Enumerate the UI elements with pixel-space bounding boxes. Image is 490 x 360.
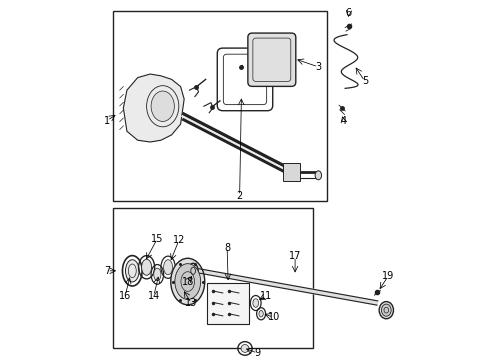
Ellipse shape <box>382 304 391 316</box>
Text: 5: 5 <box>362 76 368 86</box>
Text: 8: 8 <box>224 243 230 253</box>
Ellipse shape <box>259 311 263 317</box>
Ellipse shape <box>315 171 321 180</box>
Ellipse shape <box>379 302 393 319</box>
Text: 18: 18 <box>182 276 194 287</box>
Ellipse shape <box>151 91 174 121</box>
Text: 4: 4 <box>341 116 346 126</box>
Ellipse shape <box>154 268 161 281</box>
Bar <box>207 283 248 324</box>
Text: 9: 9 <box>254 348 261 358</box>
Ellipse shape <box>253 299 259 307</box>
Ellipse shape <box>125 260 139 282</box>
Text: 19: 19 <box>382 271 394 281</box>
Polygon shape <box>123 74 184 142</box>
Polygon shape <box>198 269 378 305</box>
Bar <box>113 12 327 201</box>
Bar <box>283 163 300 181</box>
Text: 12: 12 <box>172 235 185 246</box>
Ellipse shape <box>175 264 200 300</box>
Ellipse shape <box>188 263 198 278</box>
Text: 1: 1 <box>104 116 110 126</box>
Text: 14: 14 <box>147 291 160 301</box>
Text: 15: 15 <box>151 234 164 244</box>
Ellipse shape <box>142 259 151 275</box>
Text: 2: 2 <box>237 191 243 201</box>
Text: 17: 17 <box>289 252 301 261</box>
Text: 3: 3 <box>315 62 321 72</box>
Text: 13: 13 <box>185 298 197 308</box>
FancyBboxPatch shape <box>248 33 296 86</box>
Ellipse shape <box>171 258 205 305</box>
Text: 7: 7 <box>104 266 110 276</box>
Text: 10: 10 <box>268 312 280 322</box>
Bar <box>113 208 313 348</box>
Text: 6: 6 <box>345 8 352 18</box>
Text: 11: 11 <box>260 291 272 301</box>
Ellipse shape <box>164 260 172 275</box>
Text: 16: 16 <box>119 291 131 301</box>
Ellipse shape <box>241 345 249 352</box>
